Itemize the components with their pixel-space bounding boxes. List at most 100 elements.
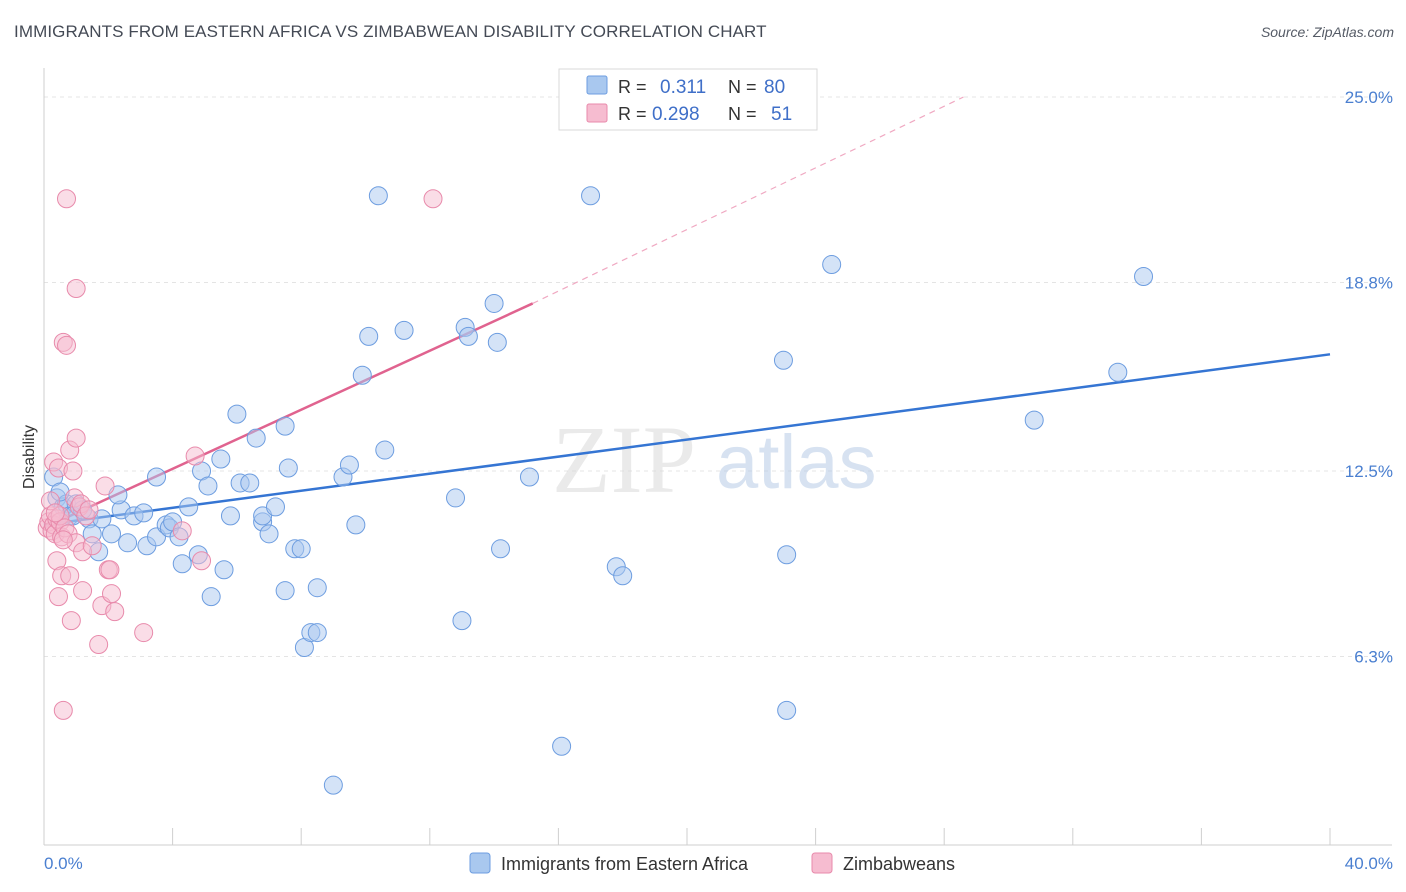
point-eastern-africa bbox=[102, 524, 122, 544]
point-eastern-africa bbox=[1024, 410, 1044, 430]
axes bbox=[43, 68, 1392, 846]
point-eastern-africa bbox=[134, 503, 154, 523]
point-eastern-africa bbox=[275, 581, 295, 601]
point-zimbabweans bbox=[89, 635, 109, 655]
legend-box: R = 0.311 N = 80 R = 0.298 N = 51 bbox=[558, 68, 818, 131]
legend-r-label: R = bbox=[618, 77, 647, 97]
bottom-legend-swatch-pink bbox=[811, 852, 833, 874]
point-zimbabweans bbox=[172, 521, 192, 541]
point-eastern-africa bbox=[118, 533, 138, 553]
point-zimbabweans bbox=[45, 503, 65, 523]
point-eastern-africa bbox=[246, 428, 266, 448]
legend-r-value: 0.311 bbox=[660, 77, 706, 98]
point-eastern-africa bbox=[198, 476, 218, 496]
point-eastern-africa bbox=[211, 449, 231, 469]
legend-n-value: 51 bbox=[771, 104, 792, 125]
point-eastern-africa bbox=[307, 578, 327, 598]
point-eastern-africa bbox=[265, 497, 285, 517]
watermark-zip: ZIP bbox=[552, 406, 696, 513]
chart-title: IMMIGRANTS FROM EASTERN AFRICA VS ZIMBAB… bbox=[14, 22, 767, 41]
source-label: Source: ZipAtlas.com bbox=[1260, 24, 1394, 40]
point-zimbabweans bbox=[105, 602, 125, 622]
point-eastern-africa bbox=[446, 488, 466, 508]
point-zimbabweans bbox=[61, 611, 81, 631]
point-eastern-africa bbox=[179, 497, 199, 517]
x-tick-labels: 0.0% 40.0% bbox=[44, 854, 1393, 873]
point-eastern-africa bbox=[275, 416, 295, 436]
bottom-legend-label: Zimbabweans bbox=[843, 854, 955, 874]
point-zimbabweans bbox=[53, 530, 73, 550]
point-eastern-africa bbox=[487, 332, 507, 352]
legend-swatch-pink bbox=[586, 103, 608, 123]
point-eastern-africa bbox=[491, 539, 511, 559]
point-zimbabweans bbox=[73, 581, 93, 601]
point-zimbabweans bbox=[53, 700, 73, 720]
point-zimbabweans bbox=[63, 461, 83, 481]
point-zimbabweans bbox=[185, 446, 205, 466]
y-tick-label: 18.8% bbox=[1345, 274, 1393, 293]
point-eastern-africa bbox=[375, 440, 395, 460]
gridlines bbox=[44, 96, 1394, 658]
point-eastern-africa bbox=[359, 326, 379, 346]
x-tick-label: 40.0% bbox=[1345, 854, 1393, 873]
point-eastern-africa bbox=[777, 545, 797, 565]
point-zimbabweans bbox=[66, 278, 86, 298]
point-eastern-africa bbox=[172, 554, 192, 574]
point-eastern-africa bbox=[777, 700, 797, 720]
point-zimbabweans bbox=[102, 584, 122, 604]
point-eastern-africa bbox=[352, 365, 372, 385]
trend-line-zimbabweans-extension bbox=[532, 96, 964, 304]
point-eastern-africa bbox=[278, 458, 298, 478]
point-zimbabweans bbox=[79, 500, 99, 520]
point-eastern-africa bbox=[368, 186, 388, 206]
point-zimbabweans bbox=[60, 566, 80, 586]
bottom-legend: Immigrants from Eastern Africa Zimbabwea… bbox=[469, 852, 955, 874]
point-zimbabweans bbox=[66, 428, 86, 448]
legend-n-label: N = bbox=[728, 104, 757, 124]
point-eastern-africa bbox=[1134, 267, 1154, 287]
bottom-legend-label: Immigrants from Eastern Africa bbox=[501, 854, 749, 874]
y-tick-label: 12.5% bbox=[1345, 462, 1393, 481]
point-eastern-africa bbox=[307, 623, 327, 643]
point-eastern-africa bbox=[581, 186, 601, 206]
legend-n-label: N = bbox=[728, 77, 757, 97]
legend-swatch-blue bbox=[586, 75, 608, 95]
point-eastern-africa bbox=[220, 506, 240, 526]
y-tick-label: 25.0% bbox=[1345, 88, 1393, 107]
point-zimbabweans bbox=[95, 476, 115, 496]
point-eastern-africa bbox=[1108, 362, 1128, 382]
point-zimbabweans bbox=[48, 587, 68, 607]
point-zimbabweans bbox=[192, 551, 212, 571]
point-eastern-africa bbox=[552, 736, 572, 756]
watermark-atlas: atlas bbox=[716, 420, 877, 505]
y-axis-title: Disability bbox=[21, 425, 38, 489]
y-tick-label: 6.3% bbox=[1354, 648, 1393, 667]
point-eastern-africa bbox=[214, 560, 234, 580]
watermark: ZIP atlas bbox=[552, 406, 877, 513]
point-zimbabweans bbox=[423, 189, 443, 209]
point-zimbabweans bbox=[57, 189, 77, 209]
point-eastern-africa bbox=[240, 473, 260, 493]
data-points bbox=[37, 186, 1154, 795]
point-zimbabweans bbox=[100, 560, 120, 580]
point-zimbabweans bbox=[134, 623, 154, 643]
y-tick-labels: 6.3% 12.5% 18.8% 25.0% bbox=[1345, 88, 1393, 667]
point-eastern-africa bbox=[519, 467, 539, 487]
legend-r-value: 0.298 bbox=[652, 104, 700, 125]
point-eastern-africa bbox=[227, 404, 247, 424]
legend-r-label: R = bbox=[618, 104, 647, 124]
point-eastern-africa bbox=[346, 515, 366, 535]
trend-line-eastern-africa bbox=[43, 353, 1331, 527]
point-eastern-africa bbox=[201, 587, 221, 607]
x-tick-label: 0.0% bbox=[44, 854, 83, 873]
point-eastern-africa bbox=[458, 326, 478, 346]
point-eastern-africa bbox=[773, 350, 793, 370]
bottom-legend-swatch-blue bbox=[469, 852, 491, 874]
point-eastern-africa bbox=[147, 467, 167, 487]
point-eastern-africa bbox=[822, 255, 842, 275]
point-eastern-africa bbox=[291, 539, 311, 559]
point-eastern-africa bbox=[613, 566, 633, 586]
point-eastern-africa bbox=[339, 455, 359, 475]
legend-n-value: 80 bbox=[764, 77, 785, 98]
